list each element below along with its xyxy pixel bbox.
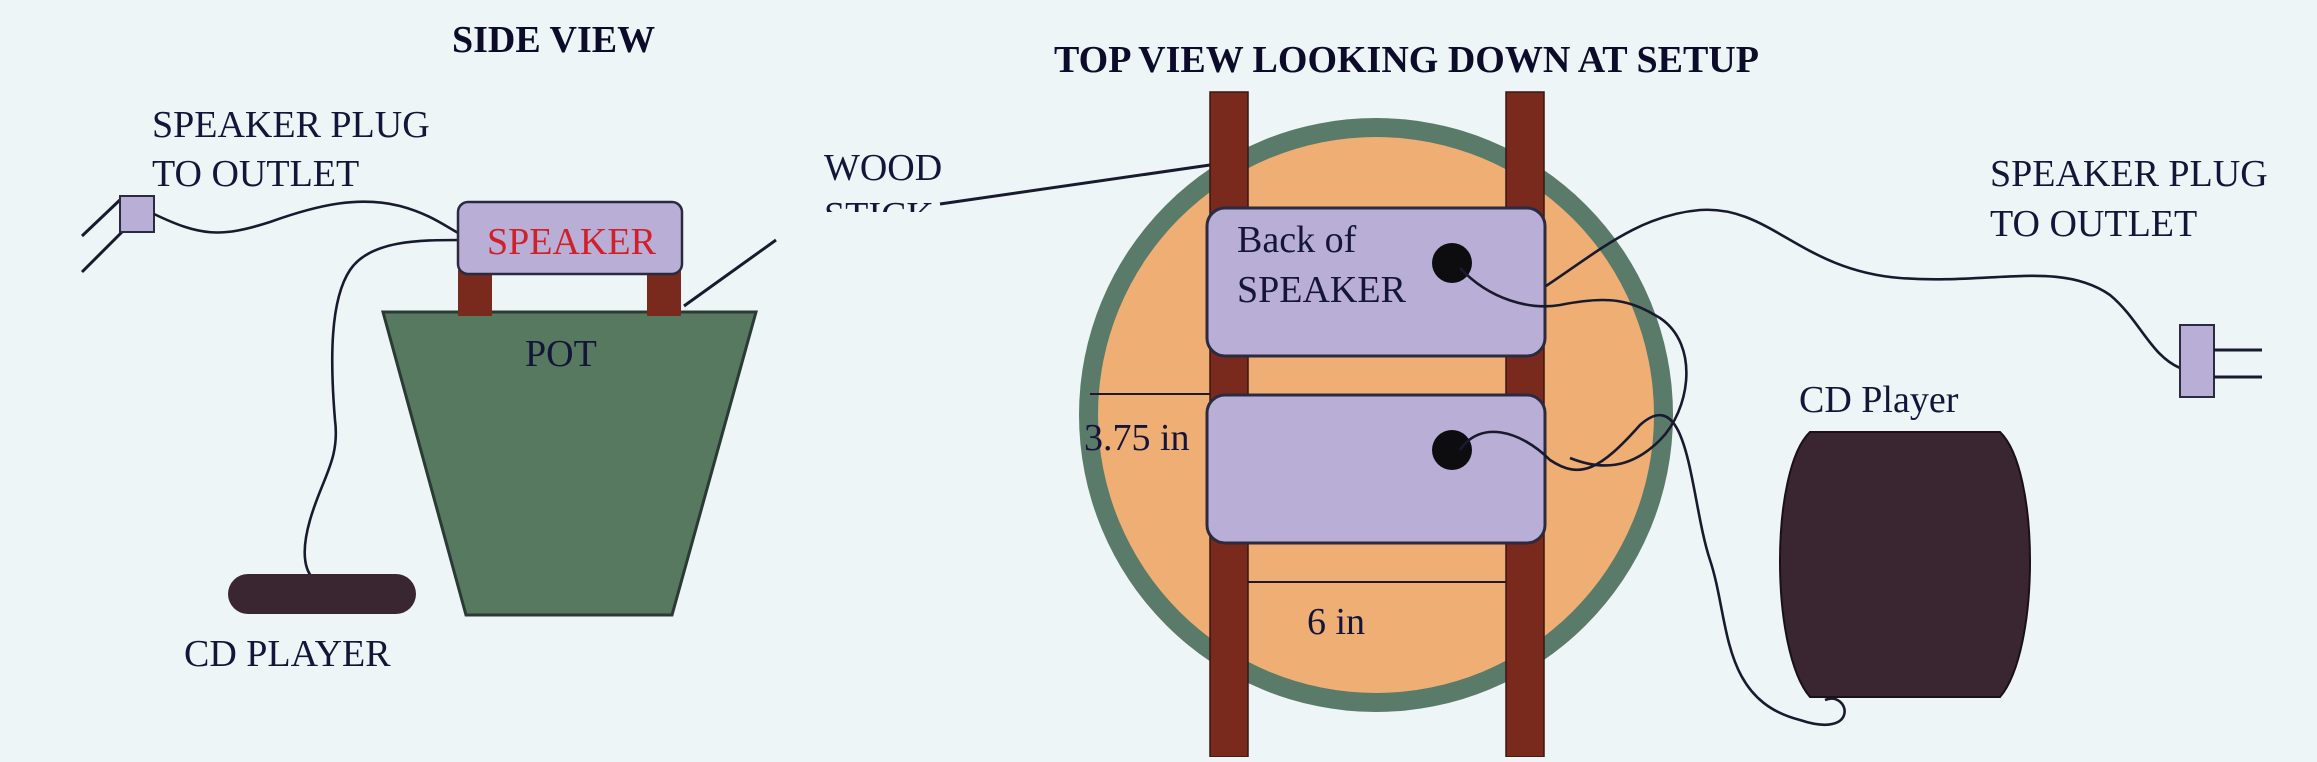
pot-label: POT (525, 333, 597, 375)
pointer-to-top-stick (939, 163, 1211, 206)
side-plug-label-line1: SPEAKER PLUG (152, 104, 430, 146)
top-plug-wire (1545, 208, 2181, 370)
side-wood-stick-left (458, 270, 492, 316)
side-plug-label-line2: TO OUTLET (152, 153, 359, 195)
wood-stick-callout: WOOD STICK (683, 147, 1211, 308)
top-plug-label-line1: SPEAKER PLUG (1990, 153, 2268, 195)
top-cd-player-label: CD Player (1799, 379, 1959, 421)
side-cd-wire (303, 238, 463, 584)
side-plug-wire (153, 200, 461, 236)
top-cd-player (1779, 431, 2031, 698)
wood-stick-label-line1: WOOD (824, 147, 942, 189)
speaker-back-label-line2: SPEAKER (1237, 269, 1407, 311)
width-dimension-label: 6 in (1307, 601, 1365, 643)
speaker-jack-top (1432, 243, 1472, 283)
top-cd-wire-2 (1458, 414, 1846, 727)
side-wood-stick-right (647, 270, 681, 316)
side-cd-player-label: CD PLAYER (184, 633, 391, 675)
side-view: SIDE VIEW SPEAKER PLUG TO OUTLET POT SPE… (80, 19, 758, 675)
side-speaker-label: SPEAKER (487, 221, 657, 263)
top-cd-wire-1 (1459, 267, 1688, 467)
side-speaker-plug (80, 195, 155, 274)
top-plug-label-line2: TO OUTLET (1990, 203, 2197, 245)
top-speaker-plug (2179, 324, 2262, 398)
side-view-title: SIDE VIEW (452, 19, 655, 61)
speaker-back-label-line1: Back of (1237, 219, 1357, 261)
top-view-title: TOP VIEW LOOKING DOWN AT SETUP (1054, 39, 1759, 81)
pointer-to-side-stick (683, 238, 777, 308)
side-speaker (456, 200, 684, 276)
pot-shape (381, 310, 758, 617)
speaker-jack-bottom (1432, 430, 1472, 470)
gap-dimension-label: 3.75 in (1084, 417, 1190, 459)
side-cd-player (228, 574, 416, 614)
top-speaker-front (1205, 393, 1547, 545)
top-view: TOP VIEW LOOKING DOWN AT SETUP 3.75 in 6… (1054, 39, 2268, 758)
